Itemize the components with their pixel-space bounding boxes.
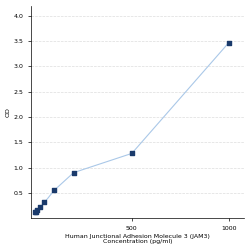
Point bbox=[227, 40, 231, 44]
Point bbox=[35, 208, 39, 212]
Point bbox=[38, 206, 42, 210]
Point bbox=[34, 210, 38, 214]
Point bbox=[130, 152, 134, 156]
Point bbox=[52, 188, 56, 192]
Point bbox=[42, 200, 46, 204]
Point bbox=[33, 210, 37, 214]
X-axis label: Human Junctional Adhesion Molecule 3 (JAM3)
Concentration (pg/ml): Human Junctional Adhesion Molecule 3 (JA… bbox=[65, 234, 210, 244]
Y-axis label: OD: OD bbox=[6, 107, 10, 117]
Point bbox=[72, 171, 76, 175]
